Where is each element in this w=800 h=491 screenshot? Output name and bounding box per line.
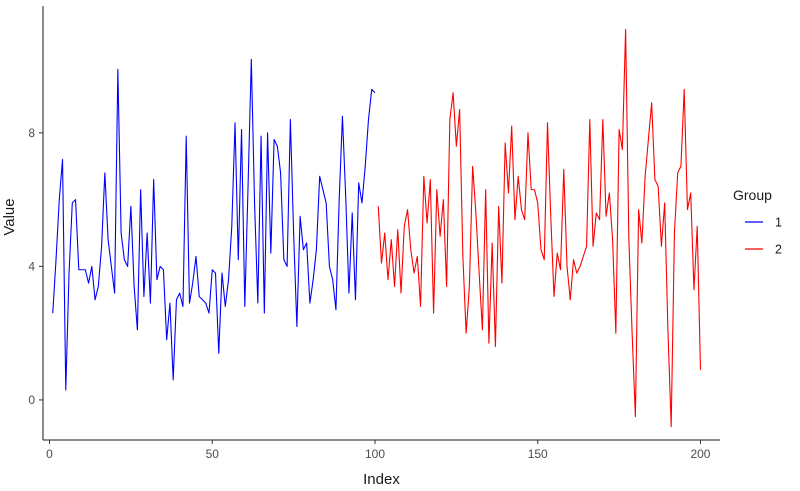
x-tick-label: 200 [690,447,710,461]
series-line-2 [377,28,702,428]
legend-items: 12 [745,216,782,257]
legend-label-1: 1 [775,216,782,230]
x-axis-ticks: 0 50 100 150 200 [46,440,711,461]
legend-label-2: 2 [775,243,782,257]
y-axis-ticks: 0 4 8 [28,126,43,407]
y-tick-label: 0 [28,393,35,407]
legend: Group 12 [733,187,782,257]
series-line-1 [52,58,376,391]
y-tick-label: 8 [28,126,35,140]
plot-lines [52,28,702,428]
y-axis-title: Value [1,198,18,235]
x-tick-label: 100 [365,447,385,461]
legend-title: Group [733,187,772,203]
x-tick-label: 50 [206,447,220,461]
x-tick-label: 0 [46,447,53,461]
x-axis-title: Index [363,471,400,488]
x-tick-label: 150 [528,447,548,461]
y-tick-label: 4 [28,259,35,273]
